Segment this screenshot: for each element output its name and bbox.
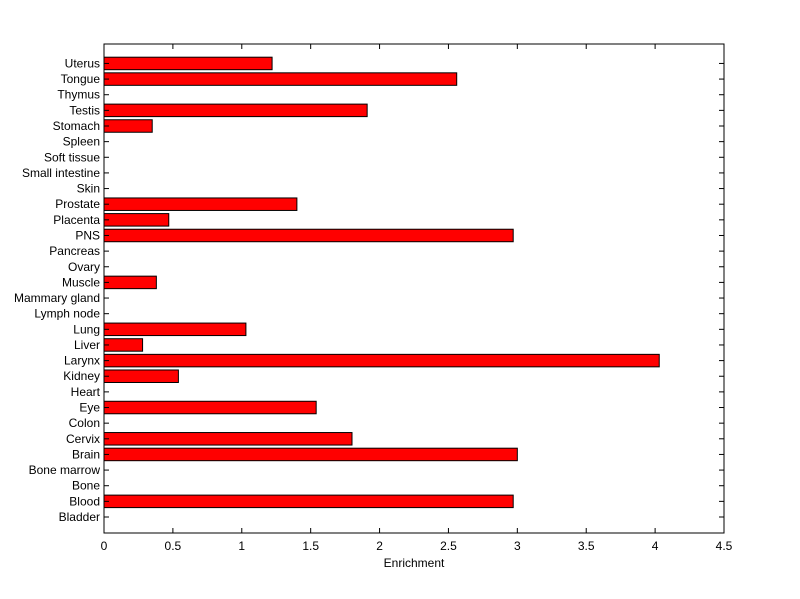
bars-group <box>103 56 660 509</box>
y-tick-label-small-intestine: Small intestine <box>22 166 100 180</box>
y-tick-label-ovary: Ovary <box>68 260 100 274</box>
y-tick-label-colon: Colon <box>69 416 100 430</box>
y-tick-label-bone-marrow: Bone marrow <box>29 463 101 477</box>
x-tick-label-7: 3.5 <box>578 539 595 553</box>
y-tick-label-mammary-gland: Mammary gland <box>14 291 100 305</box>
plot-frame <box>103 43 725 534</box>
bar-lung <box>103 322 247 337</box>
x-tick-label-3: 1.5 <box>302 539 319 553</box>
y-tick-label-kidney: Kidney <box>63 369 100 383</box>
y-tick-label-pns: PNS <box>75 228 100 242</box>
x-tick-label-9: 4.5 <box>716 539 733 553</box>
bar-uterus <box>103 56 273 71</box>
bar-blood <box>103 494 514 509</box>
x-tick-label-6: 3 <box>514 539 521 553</box>
y-tick-label-larynx: Larynx <box>64 354 100 368</box>
y-tick-label-brain: Brain <box>72 447 100 461</box>
y-tick-label-tongue: Tongue <box>61 72 101 86</box>
bar-stomach <box>103 119 153 133</box>
x-tick-labels: 0 0.5 1 1.5 2 2.5 3 3.5 4 4.5 <box>101 539 733 553</box>
y-tick-label-pancreas: Pancreas <box>49 244 100 258</box>
bar-tongue <box>103 72 458 86</box>
y-tick-label-uterus: Uterus <box>65 56 100 70</box>
y-tick-label-eye: Eye <box>79 401 100 415</box>
bar-prostate <box>103 197 298 211</box>
y-tick-label-bone: Bone <box>72 479 100 493</box>
x-tick-label-4: 2 <box>376 539 383 553</box>
x-tick-label-5: 2.5 <box>440 539 457 553</box>
y-tick-label-placenta: Placenta <box>53 213 100 227</box>
y-tick-label-cervix: Cervix <box>66 432 100 446</box>
y-tick-label-soft-tissue: Soft tissue <box>44 150 100 164</box>
y-tick-label-bladder: Bladder <box>59 510 100 524</box>
y-tick-label-heart: Heart <box>71 385 101 399</box>
x-tick-label-1: 0.5 <box>165 539 182 553</box>
bar-kidney <box>103 369 179 383</box>
x-axis-title: Enrichment <box>384 556 445 570</box>
bar-eye <box>103 400 317 415</box>
bar-brain <box>103 447 518 462</box>
y-tick-label-muscle: Muscle <box>62 275 100 289</box>
x-tick-label-0: 0 <box>101 539 108 553</box>
y-tick-label-lung: Lung <box>73 322 100 336</box>
bar-cervix <box>103 432 353 446</box>
y-tick-label-liver: Liver <box>74 338 100 352</box>
y-tick-label-thymus: Thymus <box>57 88 100 102</box>
ticks-group <box>103 44 725 533</box>
y-tick-label-lymph-node: Lymph node <box>34 307 100 321</box>
bar-muscle <box>103 275 157 290</box>
y-tick-label-skin: Skin <box>77 182 100 196</box>
y-tick-label-stomach: Stomach <box>53 119 100 133</box>
bar-liver <box>103 338 144 352</box>
bar-placenta <box>103 213 170 227</box>
bar-testis <box>103 103 368 118</box>
bar-pns <box>103 228 514 243</box>
x-tick-label-2: 1 <box>238 539 245 553</box>
y-tick-label-prostate: Prostate <box>55 197 100 211</box>
bar-larynx <box>103 353 660 368</box>
x-tick-label-8: 4 <box>652 539 659 553</box>
y-tick-label-testis: Testis <box>69 103 100 117</box>
y-tick-label-spleen: Spleen <box>63 135 100 149</box>
y-tick-label-blood: Blood <box>69 494 100 508</box>
